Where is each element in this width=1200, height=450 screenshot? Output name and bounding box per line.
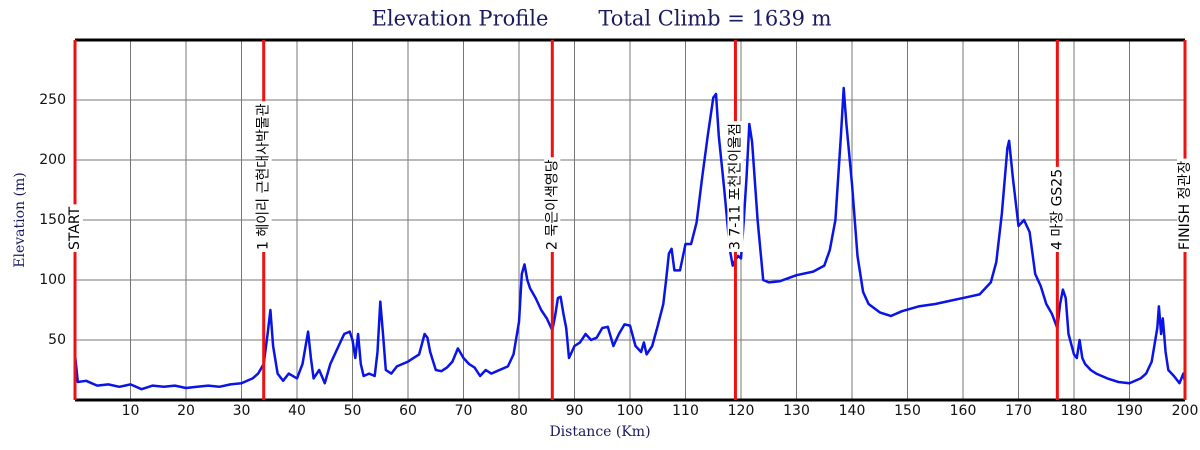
y-tick-label: 250: [39, 92, 66, 108]
x-tick-label: 80: [510, 403, 528, 419]
x-tick-label: 90: [566, 403, 584, 419]
y-tick-label: 150: [39, 212, 66, 228]
x-tick-label: 120: [728, 403, 755, 419]
marker-label-bg: [544, 157, 561, 252]
x-axis-label: Distance (Km): [549, 424, 650, 440]
marker-label: 2 묵은이색영당: [544, 159, 560, 250]
x-tick-label: 180: [1061, 403, 1088, 419]
marker-label-group: 2 묵은이색영당: [544, 157, 561, 252]
marker-label-group: START: [67, 204, 83, 252]
x-tick-label: 110: [672, 403, 699, 419]
marker-label-group: FINISH 정관장: [1177, 158, 1193, 252]
marker-label-group: 4 마장 GS25: [1049, 166, 1066, 252]
chart-subtitle: Total Climb = 1639 m: [598, 7, 831, 31]
x-tick-label: 190: [1116, 403, 1143, 419]
x-tick-label: 20: [177, 403, 195, 419]
marker-label: 1 헤이리 근현대사박물관: [256, 103, 272, 250]
elevation-line: [73, 86, 1187, 391]
x-tick-label: 160: [950, 403, 977, 419]
x-tick-label: 200: [1172, 403, 1199, 419]
marker-label-bg: [1177, 158, 1193, 252]
x-tick-label: 140: [839, 403, 866, 419]
marker-label-group: 3 7-11 포천진이울점: [727, 121, 744, 252]
x-tick-label: 40: [288, 403, 306, 419]
x-tick-label: 150: [894, 403, 921, 419]
marker-label-bg: [727, 121, 744, 252]
y-tick-label: 50: [48, 332, 66, 348]
marker-label: FINISH 정관장: [1177, 161, 1193, 250]
y-tick-label: 200: [39, 152, 66, 168]
y-axis-label: Elevation (m): [12, 172, 28, 267]
y-tick-label: 100: [39, 272, 66, 288]
x-tick-label: 50: [344, 403, 362, 419]
x-tick-label: 100: [617, 403, 644, 419]
x-tick-label: 170: [1005, 403, 1032, 419]
x-tick-label: 70: [455, 403, 473, 419]
x-tick-label: 10: [122, 403, 140, 419]
marker-label: 4 마장 GS25: [1049, 169, 1065, 250]
marker-label-bg: [255, 101, 272, 252]
marker-label-bg: [67, 204, 83, 252]
x-tick-label: 60: [399, 403, 417, 419]
chart-title: Elevation Profile: [372, 7, 549, 31]
x-tick-label: 30: [233, 403, 251, 419]
marker-label: 3 7-11 포천진이울점: [727, 123, 743, 250]
x-tick-label: 130: [783, 403, 810, 419]
marker-label-group: 1 헤이리 근현대사박물관: [255, 101, 272, 252]
marker-label: START: [67, 206, 83, 250]
marker-label-bg: [1049, 166, 1066, 252]
